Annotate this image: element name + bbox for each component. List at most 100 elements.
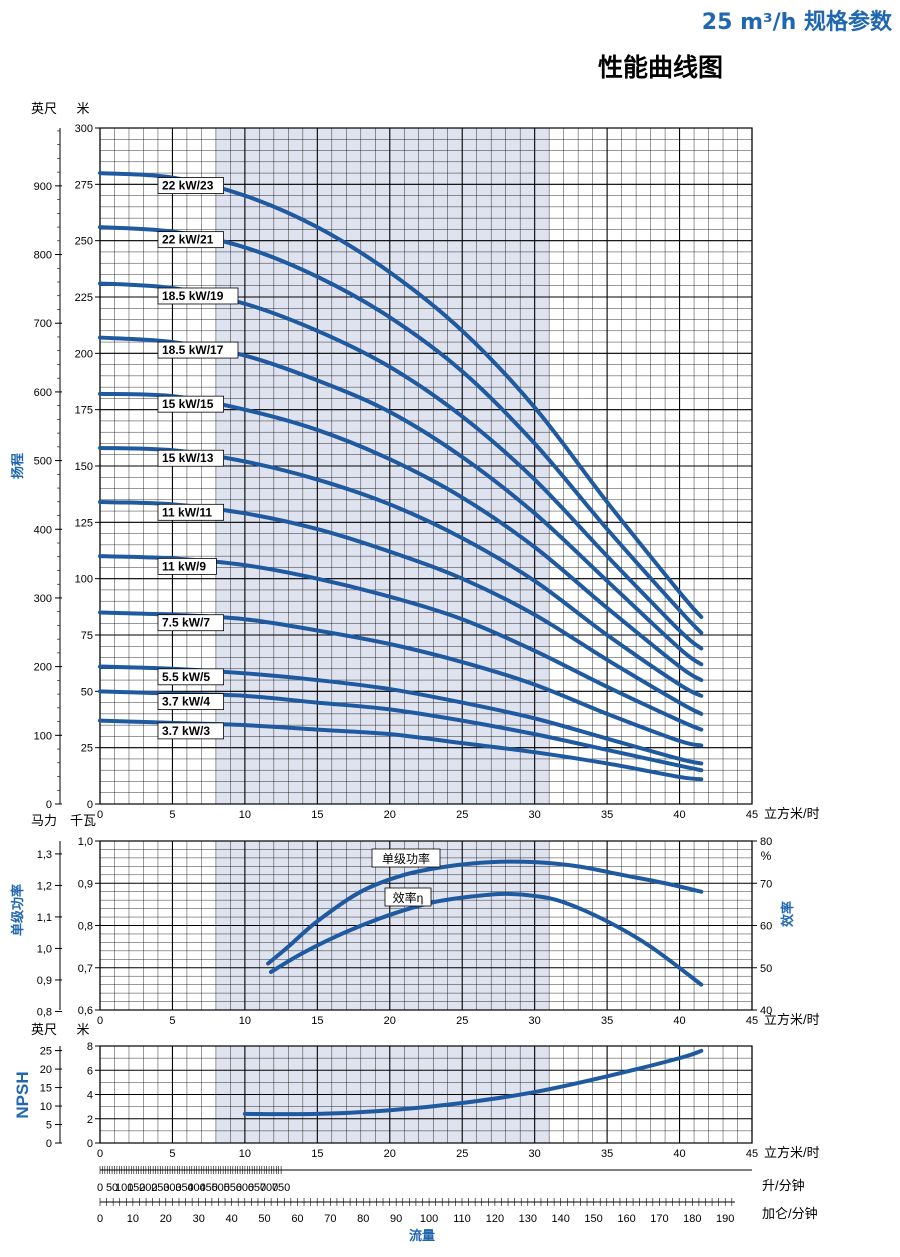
y-tick-label-ft: 500 bbox=[34, 456, 52, 468]
x-tick-label-lpm: 0 bbox=[97, 1182, 103, 1194]
x-tick-label: 5 bbox=[169, 1148, 175, 1160]
series-label-box bbox=[157, 177, 224, 194]
series-label-box bbox=[157, 231, 224, 249]
x-tick-label: 25 bbox=[456, 1148, 468, 1160]
y-tick-label-kw: 1,0 bbox=[78, 836, 93, 848]
y-tick-label-npsh-ft: 10 bbox=[40, 1101, 52, 1113]
x-tick-label-lpm: 200 bbox=[139, 1182, 157, 1194]
x-tick-label: 20 bbox=[384, 1015, 396, 1027]
y-tick-label-kw: 0,6 bbox=[78, 1005, 93, 1017]
x-tick-label: 15 bbox=[311, 1148, 323, 1160]
y2-tick-label: 70 bbox=[760, 878, 772, 890]
y-tick-label-m: 0 bbox=[87, 799, 93, 811]
y2-unit: % bbox=[761, 849, 772, 863]
x-tick-label-gpm: 50 bbox=[258, 1213, 270, 1225]
x-axis-unit: 立方米/时 bbox=[764, 1012, 820, 1027]
x-tick-label: 30 bbox=[529, 1148, 541, 1160]
x-tick-label: 5 bbox=[169, 1015, 175, 1027]
x-unit-lpm: 升/分钟 bbox=[762, 1178, 805, 1193]
x-tick-label: 30 bbox=[529, 809, 541, 821]
x-tick-label-gpm: 170 bbox=[650, 1213, 668, 1225]
series-label: 22 kW/23 bbox=[162, 179, 214, 193]
series-label-box bbox=[157, 287, 239, 305]
series-label-box bbox=[157, 503, 224, 521]
series-label: 11 kW/9 bbox=[162, 559, 206, 573]
x-tick-label-lpm: 550 bbox=[224, 1182, 242, 1194]
y2-axis-title-eff: 效率 bbox=[780, 901, 795, 927]
x-tick-label-gpm: 110 bbox=[453, 1213, 471, 1225]
y-tick-label-m: 300 bbox=[75, 123, 93, 135]
x-tick-label-lpm: 150 bbox=[127, 1182, 145, 1194]
x-tick-label: 35 bbox=[601, 1015, 613, 1027]
y-tick-label-ft: 700 bbox=[34, 318, 52, 330]
x-tick-label-gpm: 60 bbox=[291, 1213, 303, 1225]
series-label-box bbox=[157, 668, 224, 686]
x-tick-label: 45 bbox=[746, 809, 758, 821]
x-tick-label-gpm: 40 bbox=[226, 1213, 238, 1225]
x-unit-gpm: 加仑/分钟 bbox=[762, 1206, 818, 1221]
y-tick-label-npsh-m: 8 bbox=[87, 1041, 93, 1053]
y-tick-label-npsh-ft: 5 bbox=[46, 1120, 52, 1132]
series-label: 3.7 kW/3 bbox=[162, 724, 210, 738]
x-tick-label-gpm: 180 bbox=[683, 1213, 701, 1225]
y-tick-label-ft: 0 bbox=[46, 799, 52, 811]
y-tick-label-npsh-m: 0 bbox=[87, 1138, 93, 1150]
y-tick-label-m: 225 bbox=[75, 292, 93, 304]
series-label-box bbox=[157, 341, 239, 359]
y2-tick-label: 50 bbox=[760, 963, 772, 975]
x-tick-label-lpm: 700 bbox=[260, 1182, 278, 1194]
x-tick-label-lpm: 300 bbox=[163, 1182, 181, 1194]
y-tick-label-ft: 900 bbox=[34, 181, 52, 193]
y-tick-label-kw: 0,9 bbox=[78, 878, 93, 890]
y-tick-label-m: 250 bbox=[75, 236, 93, 248]
x-tick-label-gpm: 80 bbox=[357, 1213, 369, 1225]
y-tick-label-hp: 0,8 bbox=[37, 1006, 52, 1018]
y-tick-label-m: 100 bbox=[75, 574, 93, 586]
y-tick-label-kw: 0,7 bbox=[78, 963, 93, 975]
series-label-box bbox=[157, 722, 224, 740]
y2-tick-label: 80 bbox=[760, 836, 772, 848]
x-tick-label-lpm: 750 bbox=[272, 1182, 290, 1194]
y-tick-label-m: 75 bbox=[81, 630, 93, 642]
y-tick-label-m: 50 bbox=[81, 686, 93, 698]
x-axis-unit: 立方米/时 bbox=[764, 1145, 820, 1160]
x-tick-label-gpm: 10 bbox=[127, 1213, 139, 1225]
x-tick-label: 0 bbox=[97, 809, 103, 821]
series-label-box bbox=[157, 395, 224, 413]
y2-tick-label: 40 bbox=[760, 1005, 772, 1017]
series-label: 5.5 kW/5 bbox=[162, 670, 210, 684]
y-tick-label-hp: 1,3 bbox=[37, 849, 52, 861]
series-label-box bbox=[157, 614, 224, 632]
y-tick-label-m: 275 bbox=[75, 179, 93, 191]
y-tick-label-m: 175 bbox=[75, 405, 93, 417]
efficiency-label-box bbox=[384, 887, 432, 907]
x-tick-label-gpm: 120 bbox=[486, 1213, 504, 1225]
x-tick-label-lpm: 650 bbox=[248, 1182, 266, 1194]
y-unit-npsh-m: 米 bbox=[76, 1022, 89, 1037]
x-tick-label-lpm: 350 bbox=[175, 1182, 193, 1194]
x-tick-label: 40 bbox=[673, 1148, 685, 1160]
y-tick-label-ft: 300 bbox=[34, 593, 52, 605]
y-tick-label-m: 200 bbox=[75, 348, 93, 360]
series-label: 15 kW/13 bbox=[162, 451, 214, 465]
y-tick-label-npsh-ft: 15 bbox=[40, 1083, 52, 1095]
x-tick-label-gpm: 150 bbox=[584, 1213, 602, 1225]
y-unit-m: 米 bbox=[76, 101, 89, 116]
y-tick-label-ft: 600 bbox=[34, 387, 52, 399]
series-label: 18.5 kW/19 bbox=[162, 289, 224, 303]
power-label-box bbox=[371, 848, 441, 868]
y-tick-label-hp: 1,1 bbox=[37, 912, 52, 924]
x-tick-label: 40 bbox=[673, 1015, 685, 1027]
x-tick-label-lpm: 400 bbox=[187, 1182, 205, 1194]
page-title: 性能曲线图 bbox=[598, 53, 724, 82]
efficiency-curve bbox=[268, 891, 704, 987]
x-tick-label: 0 bbox=[97, 1015, 103, 1027]
series-label: 3.7 kW/4 bbox=[162, 695, 210, 709]
efficiency-label: 效率η bbox=[393, 890, 424, 905]
x-tick-label: 15 bbox=[311, 1015, 323, 1027]
series-label: 11 kW/11 bbox=[162, 505, 212, 519]
y-tick-label-m: 25 bbox=[81, 743, 93, 755]
x-tick-label-lpm: 450 bbox=[199, 1182, 217, 1194]
x-tick-label-lpm: 50 bbox=[106, 1182, 118, 1194]
y-unit-npsh-ft: 英尺 bbox=[31, 1022, 57, 1037]
